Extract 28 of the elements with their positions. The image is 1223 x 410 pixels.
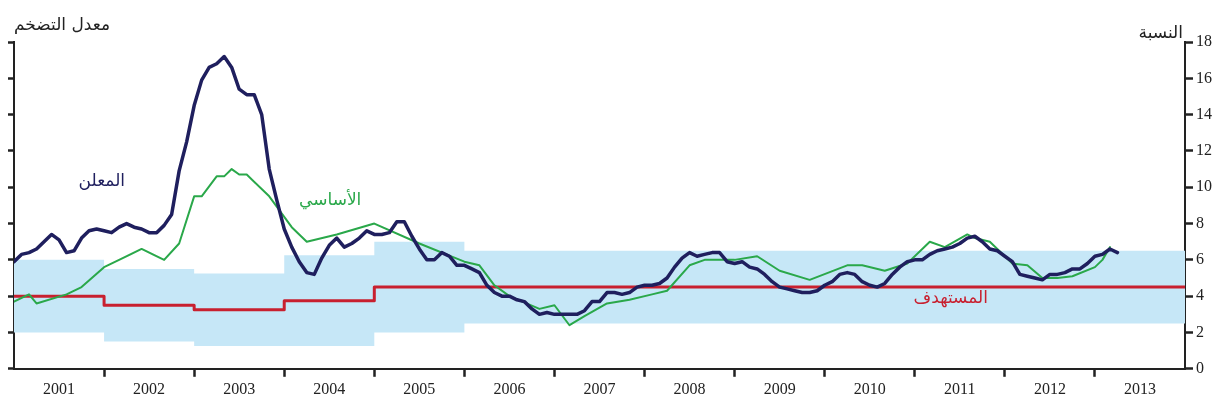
series-label: الأساسي (299, 189, 362, 211)
x-tick-label: 2008 (673, 379, 706, 397)
series-label: المعلن (78, 169, 126, 190)
y-tick-label: 14 (1196, 104, 1212, 122)
y-tick-label: 0 (1196, 359, 1204, 376)
y-tick-label: 10 (1196, 177, 1212, 195)
x-tick-label: 2001 (43, 379, 76, 397)
y-tick-label: 2 (1196, 322, 1204, 340)
x-tick-label: 2004 (313, 379, 346, 397)
x-tick-label: 2007 (583, 379, 616, 397)
series-label: المستهدف (913, 287, 989, 309)
y-tick-label: 12 (1196, 141, 1212, 159)
y-axis-title: النسبة (1138, 22, 1183, 42)
y-tick-label: 18 (1196, 32, 1212, 50)
y-tick-label: 4 (1196, 286, 1204, 304)
chart-title: معدل التضخم (14, 14, 111, 35)
x-tick-label: 2003 (223, 379, 256, 397)
x-tick-label: 2006 (493, 379, 526, 397)
x-tick-label: 2013 (1123, 379, 1156, 397)
y-tick-label: 6 (1196, 250, 1204, 268)
y-tick-label: 8 (1196, 213, 1204, 231)
x-tick-label: 2012 (1033, 379, 1066, 397)
x-tick-label: 2009 (763, 379, 796, 397)
x-tick-label: 2005 (403, 379, 436, 397)
x-tick-label: 2010 (853, 379, 886, 397)
x-tick-label: 2011 (944, 379, 976, 397)
y-tick-label: 16 (1196, 68, 1212, 86)
x-tick-label: 2002 (133, 379, 166, 397)
